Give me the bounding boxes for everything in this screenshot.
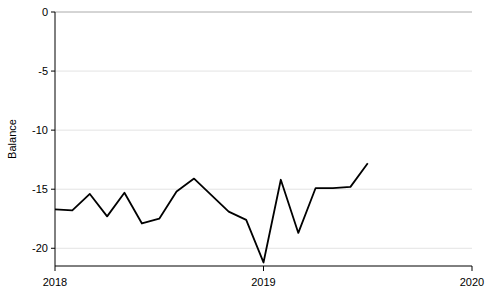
y-axis-label: Balance <box>6 119 18 159</box>
y-tick <box>51 71 55 72</box>
grid-line <box>55 248 472 249</box>
y-tick-label: -20 <box>32 242 48 254</box>
x-tick-label: 2018 <box>43 276 67 288</box>
y-tick <box>51 248 55 249</box>
x-tick <box>55 266 56 271</box>
y-tick-label: -10 <box>32 124 48 136</box>
plot-area <box>55 163 368 262</box>
y-tick <box>51 12 55 13</box>
x-tick <box>263 266 264 271</box>
line-series <box>55 163 368 262</box>
y-axis <box>55 12 56 266</box>
y-tick <box>51 130 55 131</box>
y-tick-label: -5 <box>38 65 48 77</box>
x-tick-label: 2019 <box>251 276 275 288</box>
y-tick <box>51 189 55 190</box>
x-tick <box>472 266 473 271</box>
grid-line <box>55 189 472 190</box>
y-tick-label: -15 <box>32 183 48 195</box>
grid-line <box>55 12 472 13</box>
grid-line <box>55 130 472 131</box>
y-tick-label: 0 <box>42 6 48 18</box>
grid-line <box>55 71 472 72</box>
chart: 0 -5 -10 -15 -20 2018 2019 2020 Balance <box>0 0 491 302</box>
x-tick-label: 2020 <box>460 276 484 288</box>
